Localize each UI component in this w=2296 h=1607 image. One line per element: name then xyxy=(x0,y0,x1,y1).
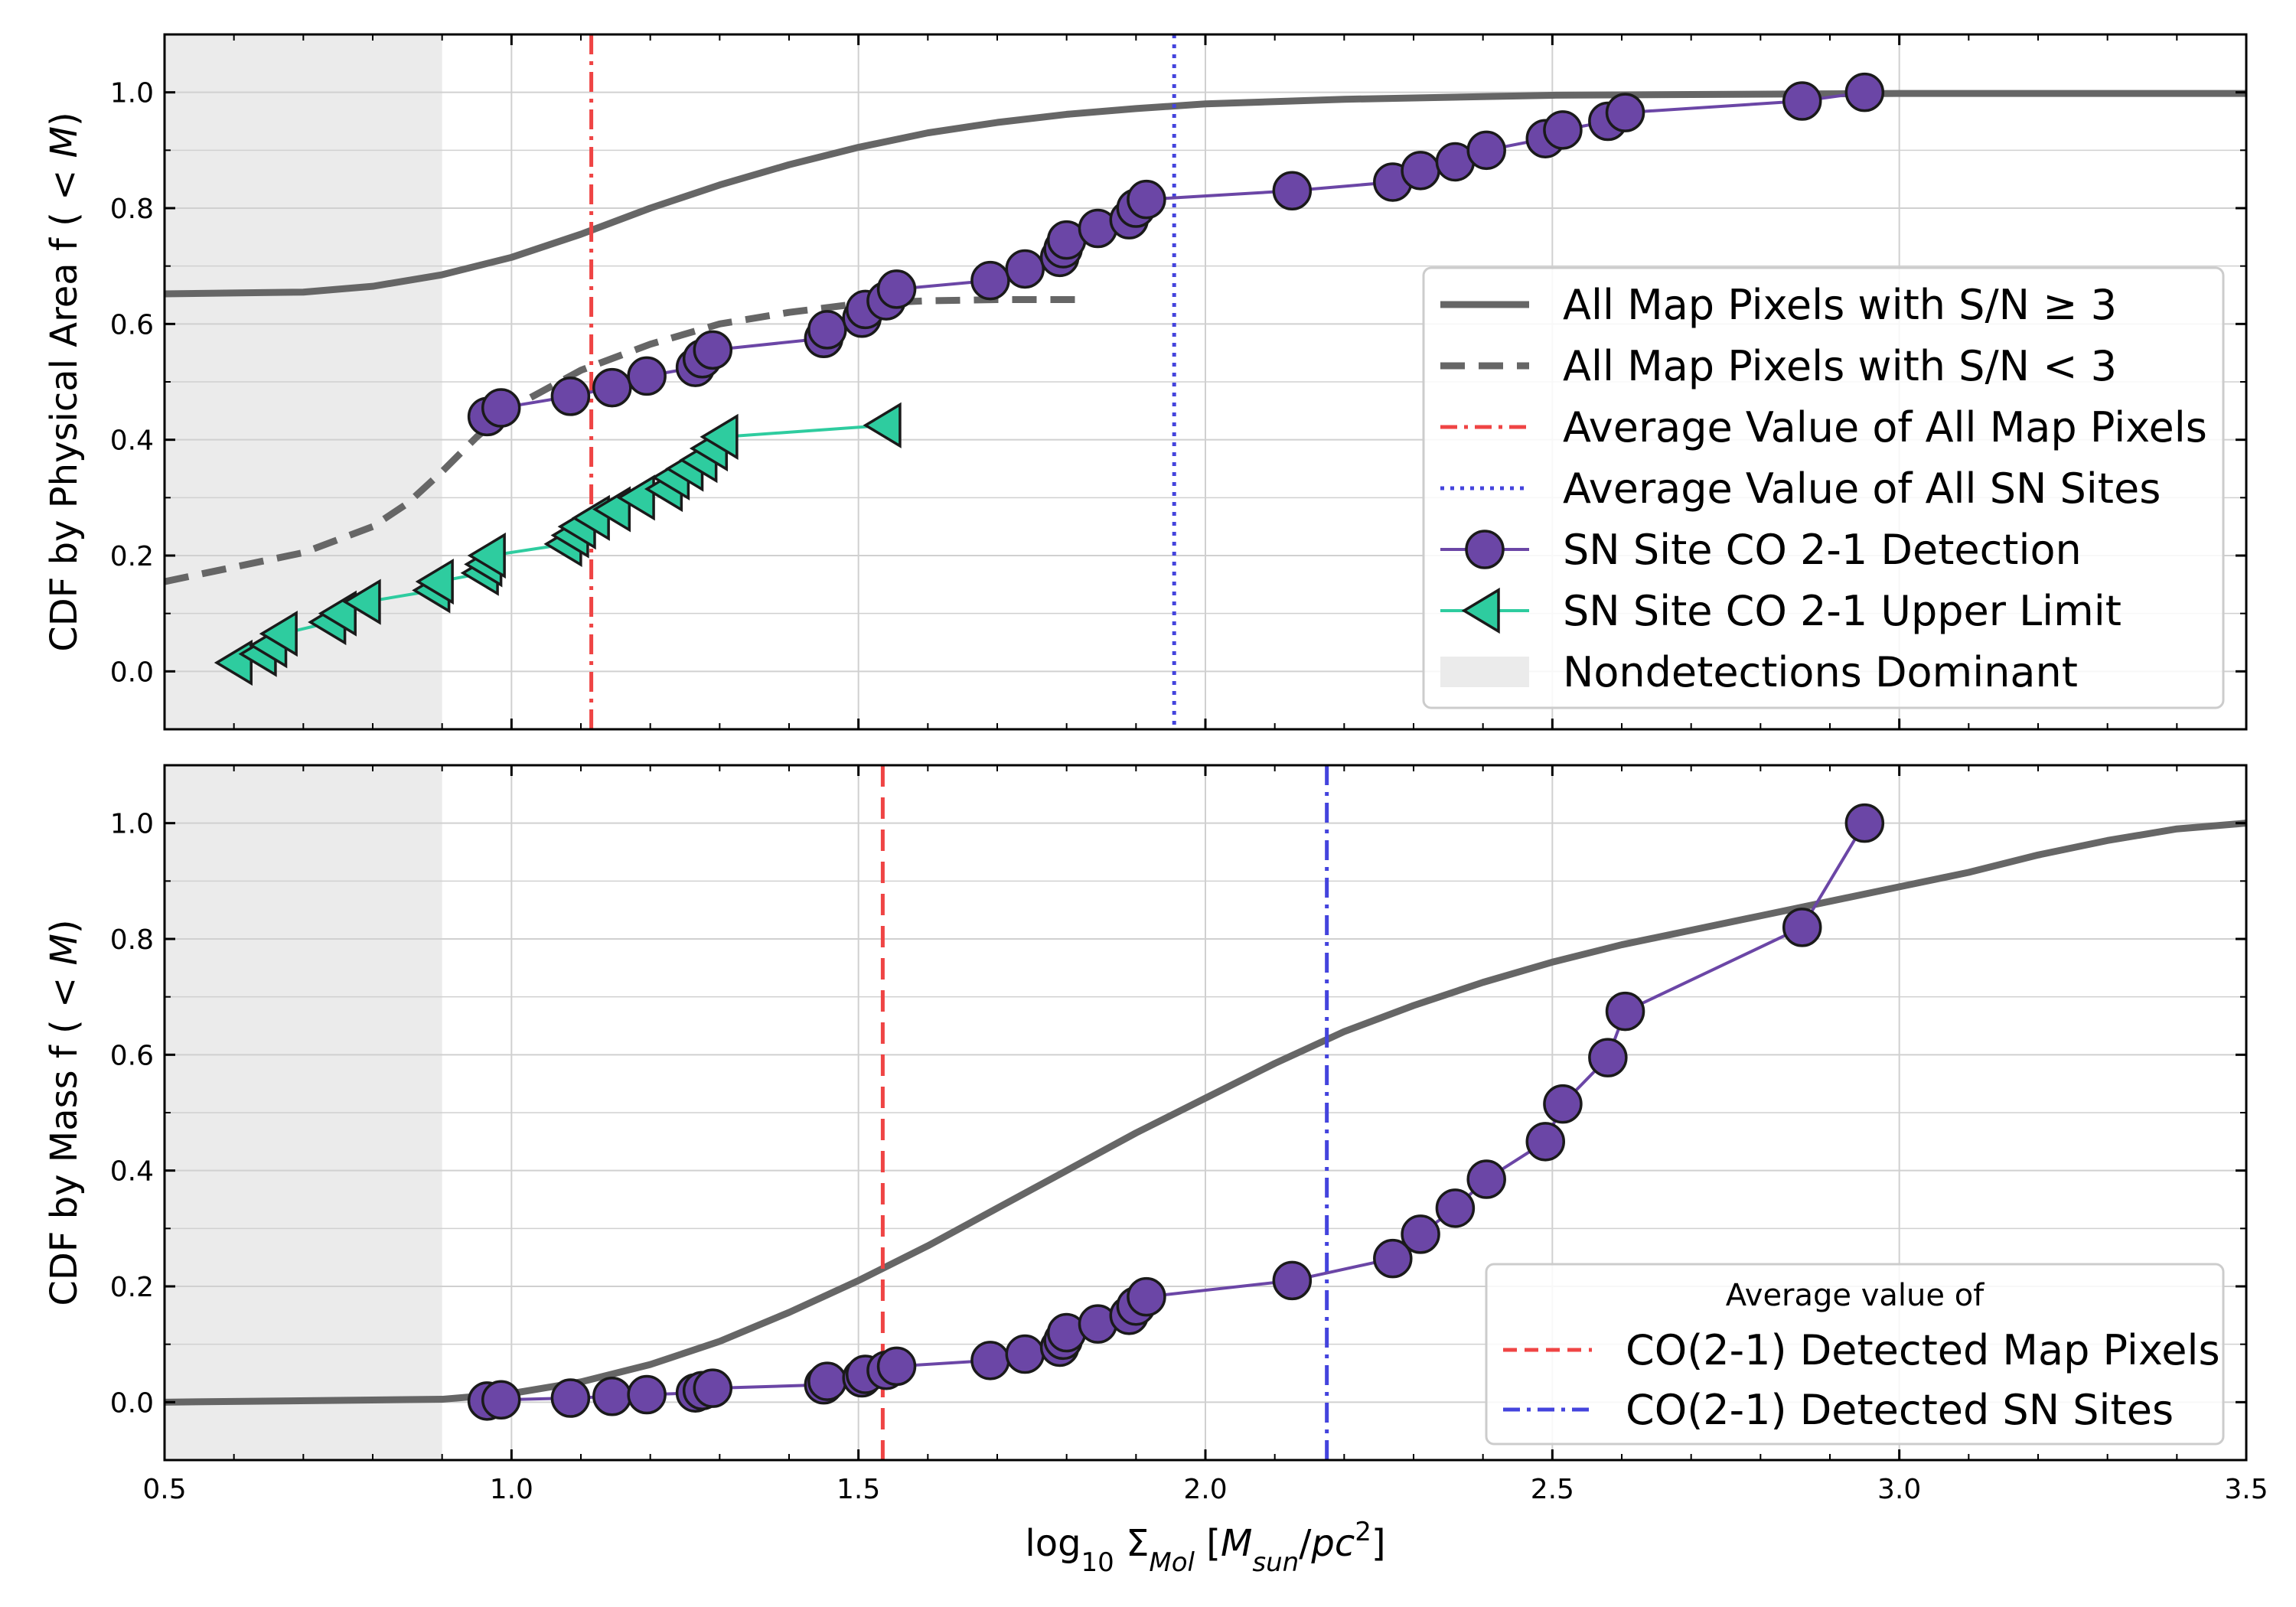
x-axis-label: log10 ΣMol [Msun/pc2] xyxy=(1025,1517,1385,1578)
data-point xyxy=(627,1374,667,1415)
data-point xyxy=(1605,991,1645,1032)
plot-area xyxy=(165,34,2246,729)
y-tick-label: 1.0 xyxy=(110,809,154,840)
legend-label: All Map Pixels with S/N ≥ 3 xyxy=(1563,281,2117,329)
data-point xyxy=(592,1377,632,1416)
series-markers-5 xyxy=(214,402,902,686)
data-point xyxy=(1782,81,1822,121)
data-point xyxy=(1588,1038,1628,1077)
data-point xyxy=(970,1341,1010,1380)
data-point xyxy=(1782,908,1822,947)
y-axis-label: CDF by Mass f ( < M) xyxy=(43,919,86,1305)
legend-label: SN Site CO 2-1 Detection xyxy=(1563,526,2082,574)
y-tick-label: 1.0 xyxy=(110,78,154,109)
data-point xyxy=(693,330,733,370)
data-point xyxy=(1272,171,1313,211)
y-tick-label: 0.4 xyxy=(110,425,154,457)
data-point xyxy=(627,356,667,396)
series-markers-3 xyxy=(467,803,1885,1421)
data-point xyxy=(1605,93,1645,132)
plot-area xyxy=(165,765,2246,1460)
y-tick-label: 0.0 xyxy=(110,1387,154,1419)
series-curve-0 xyxy=(165,820,2246,1406)
data-point xyxy=(1525,1122,1566,1162)
y-tick-label: 0.2 xyxy=(110,1272,154,1303)
legend-label: SN Site CO 2-1 Upper Limit xyxy=(1563,587,2122,635)
data-point xyxy=(550,1378,591,1418)
data-point xyxy=(481,1380,521,1420)
data-point xyxy=(592,367,632,408)
data-point xyxy=(1272,1260,1313,1301)
data-point xyxy=(550,376,591,416)
legend-label: Average Value of All Map Pixels xyxy=(1563,403,2207,451)
legend-marker xyxy=(1461,587,1500,634)
y-tick-label: 0.8 xyxy=(110,194,154,225)
data-point xyxy=(1543,110,1583,150)
data-point xyxy=(1543,1084,1583,1124)
data-point xyxy=(1401,151,1440,191)
data-point xyxy=(1005,1334,1045,1374)
data-point xyxy=(1127,179,1166,220)
data-point xyxy=(616,474,655,521)
data-point xyxy=(1466,130,1506,171)
data-point xyxy=(970,260,1010,301)
x-tick-label: 0.5 xyxy=(142,1474,186,1505)
x-tick-label: 2.5 xyxy=(1531,1474,1574,1505)
data-point xyxy=(415,558,454,605)
legend-label: Average Value of All SN Sites xyxy=(1563,464,2161,513)
legend-marker xyxy=(1465,530,1505,569)
series-curve-1 xyxy=(165,296,1081,585)
panel-top: 0.0 0.2 0.4 0.6 0.8 1.0 CDF by Physical Area f… xyxy=(43,33,2248,731)
x-tick-label: 1.0 xyxy=(490,1474,533,1505)
y-tick-label: 0.6 xyxy=(110,309,154,341)
y-axis-label: CDF by Physical Area f ( < M) xyxy=(43,112,86,651)
legend-title: Average value of xyxy=(1726,1278,1985,1313)
panel-bottom: 0.0 0.2 0.4 0.6 0.8 1.0 0.5 1.0 1.5 2.0 2.5 3.0 3.5 l… xyxy=(43,764,2268,1578)
series-markers-4 xyxy=(467,72,1885,437)
data-point xyxy=(342,579,381,625)
data-point xyxy=(1844,72,1885,112)
data-point xyxy=(807,310,847,350)
data-point xyxy=(876,269,917,309)
x-tick-label: 3.5 xyxy=(2224,1474,2268,1505)
x-tick-label: 2.0 xyxy=(1183,1474,1227,1505)
data-point xyxy=(807,1361,847,1401)
data-point xyxy=(1005,249,1045,289)
data-point xyxy=(1466,1159,1506,1199)
ticks xyxy=(163,765,2248,1461)
x-tick-label: 3.0 xyxy=(1877,1474,1921,1505)
legend-box xyxy=(1485,1263,2225,1446)
data-point xyxy=(467,532,506,579)
data-point xyxy=(693,1368,733,1408)
data-point xyxy=(481,388,521,428)
series-curve-0 xyxy=(165,90,2246,298)
data-point xyxy=(1401,1214,1440,1254)
legend: All Map Pixels with S/N ≥ 3 All Map Pixel… xyxy=(1422,266,2225,709)
legend-box xyxy=(1422,266,2225,709)
legend-label: All Map Pixels with S/N < 3 xyxy=(1563,342,2117,390)
legend: Average value of CO(2-1) Detected Map Pix… xyxy=(1485,1263,2225,1446)
legend-label: Nondetections Dominant xyxy=(1563,648,2078,696)
y-tick-label: 0.2 xyxy=(110,541,154,572)
data-point xyxy=(1844,803,1885,843)
legend-swatch-shade xyxy=(1440,657,1529,687)
data-point xyxy=(700,413,739,460)
y-tick-label: 0.0 xyxy=(110,657,154,688)
data-point xyxy=(1373,1238,1413,1279)
y-tick-label: 0.8 xyxy=(110,924,154,956)
data-point xyxy=(1435,1188,1476,1228)
data-point xyxy=(863,402,902,448)
legend-label: CO(2-1) Detected SN Sites xyxy=(1626,1386,2174,1434)
data-point xyxy=(259,611,298,657)
x-tick-label: 1.5 xyxy=(837,1474,880,1505)
y-tick-label: 0.6 xyxy=(110,1040,154,1071)
ticks xyxy=(163,34,2248,730)
y-tick-label: 0.4 xyxy=(110,1156,154,1188)
data-point xyxy=(1127,1276,1166,1317)
legend-label: CO(2-1) Detected Map Pixels xyxy=(1626,1326,2220,1374)
data-point xyxy=(876,1346,917,1387)
